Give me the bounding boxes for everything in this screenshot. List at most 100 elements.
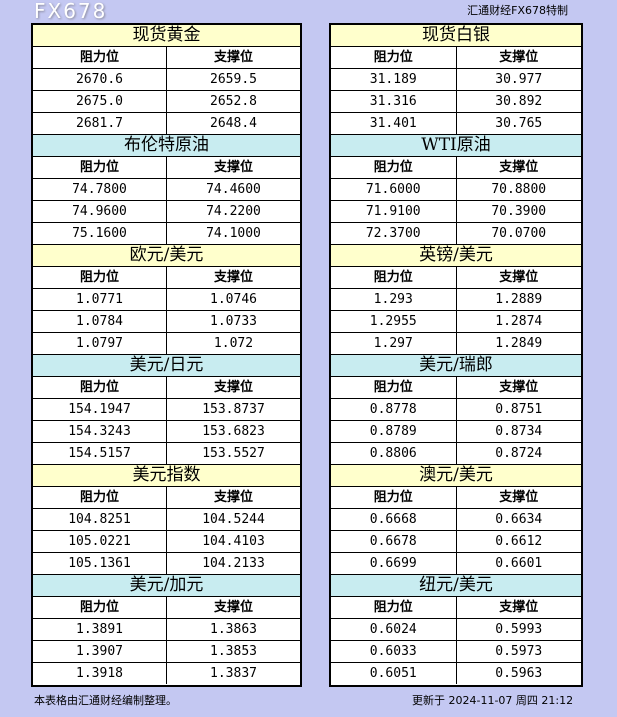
resistance-value: 2681.7 bbox=[76, 116, 123, 131]
header-row: 阻力位 支撑位 bbox=[331, 487, 581, 509]
resistance-value: 1.297 bbox=[373, 336, 413, 351]
resistance-value: 104.8251 bbox=[68, 512, 131, 527]
support-value: 1.3853 bbox=[166, 641, 300, 662]
section-title-row: 英镑/美元 bbox=[331, 245, 581, 267]
support-value: 0.8751 bbox=[455, 399, 582, 420]
support-value: 30.765 bbox=[455, 113, 582, 134]
support-header: 支撑位 bbox=[166, 487, 300, 508]
resistance-value: 0.6699 bbox=[369, 556, 417, 571]
support-value: 1.2874 bbox=[455, 311, 582, 332]
support-header: 支撑位 bbox=[455, 47, 582, 68]
header-row: 阻力位 支撑位 bbox=[33, 157, 300, 179]
table-row: 1.3918 1.3837 bbox=[33, 663, 300, 685]
resistance-header: 阻力位 bbox=[373, 50, 413, 65]
table-row: 104.8251 104.5244 bbox=[33, 509, 300, 531]
table-row: 0.6033 0.5973 bbox=[331, 641, 581, 663]
table-row: 71.6000 70.8800 bbox=[331, 179, 581, 201]
resistance-header: 阻力位 bbox=[79, 490, 119, 505]
table-row: 31.316 30.892 bbox=[331, 91, 581, 113]
support-value: 153.6823 bbox=[166, 421, 300, 442]
resistance-value: 0.6678 bbox=[369, 534, 417, 549]
table-row: 0.6051 0.5963 bbox=[331, 663, 581, 685]
resistance-header: 阻力位 bbox=[373, 270, 413, 285]
section-title-row: 澳元/美元 bbox=[331, 465, 581, 487]
header-row: 阻力位 支撑位 bbox=[331, 157, 581, 179]
support-value: 30.892 bbox=[455, 91, 582, 112]
table-row: 0.6668 0.6634 bbox=[331, 509, 581, 531]
support-header: 支撑位 bbox=[166, 157, 300, 178]
support-header: 支撑位 bbox=[166, 267, 300, 288]
section-left-0: 现货黄金 阻力位 支撑位 2670.6 2659.5 2675.0 2652.8 2681.7… bbox=[33, 25, 300, 135]
header-row: 阻力位 支撑位 bbox=[33, 377, 300, 399]
resistance-value: 1.3891 bbox=[76, 622, 123, 637]
table-row: 71.9100 70.3900 bbox=[331, 201, 581, 223]
table-row: 2681.7 2648.4 bbox=[33, 113, 300, 135]
support-value: 0.6612 bbox=[455, 531, 582, 552]
section-title: 美元/日元 bbox=[33, 355, 300, 376]
resistance-value: 1.3918 bbox=[76, 666, 123, 681]
support-value: 30.977 bbox=[455, 69, 582, 90]
section-title-row: 美元/加元 bbox=[33, 575, 300, 597]
support-value: 104.5244 bbox=[166, 509, 300, 530]
resistance-value: 72.3700 bbox=[365, 226, 421, 241]
resistance-value: 1.2955 bbox=[369, 314, 417, 329]
support-value: 0.6601 bbox=[455, 553, 582, 574]
support-value: 2648.4 bbox=[166, 113, 300, 134]
resistance-value: 0.6024 bbox=[369, 622, 417, 637]
support-value: 1.3863 bbox=[166, 619, 300, 640]
table-row: 74.7800 74.4600 bbox=[33, 179, 300, 201]
support-value: 104.4103 bbox=[166, 531, 300, 552]
resistance-header: 阻力位 bbox=[373, 490, 413, 505]
support-value: 0.8724 bbox=[455, 443, 582, 464]
support-value: 2652.8 bbox=[166, 91, 300, 112]
header-row: 阻力位 支撑位 bbox=[331, 597, 581, 619]
support-value: 74.2200 bbox=[166, 201, 300, 222]
table-row: 154.5157 153.5527 bbox=[33, 443, 300, 465]
table-row: 0.6024 0.5993 bbox=[331, 619, 581, 641]
resistance-value: 1.0771 bbox=[76, 292, 123, 307]
table-row: 31.401 30.765 bbox=[331, 113, 581, 135]
update-time: 更新于 2024-11-07 周四 21:12 bbox=[412, 694, 574, 707]
support-header: 支撑位 bbox=[455, 157, 582, 178]
watermark-logo: FX678 bbox=[34, 0, 108, 23]
section-right-1: WTI原油 阻力位 支撑位 71.6000 70.8800 71.9100 70.3900 7… bbox=[331, 135, 581, 245]
support-value: 0.6634 bbox=[455, 509, 582, 530]
resistance-value: 0.8806 bbox=[369, 446, 417, 461]
resistance-header: 阻力位 bbox=[79, 50, 119, 65]
table-row: 1.0784 1.0733 bbox=[33, 311, 300, 333]
resistance-value: 2675.0 bbox=[76, 94, 123, 109]
support-value: 0.8734 bbox=[455, 421, 582, 442]
header-row: 阻力位 支撑位 bbox=[331, 267, 581, 289]
resistance-value: 1.293 bbox=[373, 292, 413, 307]
section-title: 美元/加元 bbox=[33, 575, 300, 596]
support-value: 1.072 bbox=[166, 333, 300, 354]
section-title: 英镑/美元 bbox=[331, 245, 581, 266]
support-header: 支撑位 bbox=[166, 47, 300, 68]
support-value: 2659.5 bbox=[166, 69, 300, 90]
support-header: 支撑位 bbox=[455, 377, 582, 398]
support-header: 支撑位 bbox=[166, 597, 300, 618]
resistance-value: 1.0784 bbox=[76, 314, 123, 329]
resistance-header: 阻力位 bbox=[373, 380, 413, 395]
resistance-header: 阻力位 bbox=[79, 380, 119, 395]
table-row: 2670.6 2659.5 bbox=[33, 69, 300, 91]
support-header: 支撑位 bbox=[455, 487, 582, 508]
support-value: 70.0700 bbox=[455, 223, 582, 244]
table-row: 1.3891 1.3863 bbox=[33, 619, 300, 641]
section-title: 布伦特原油 bbox=[33, 135, 300, 156]
resistance-header: 阻力位 bbox=[79, 160, 119, 175]
support-value: 153.5527 bbox=[166, 443, 300, 464]
resistance-value: 71.9100 bbox=[365, 204, 421, 219]
header-row: 阻力位 支撑位 bbox=[33, 267, 300, 289]
table-row: 0.8778 0.8751 bbox=[331, 399, 581, 421]
table-row: 31.189 30.977 bbox=[331, 69, 581, 91]
support-value: 104.2133 bbox=[166, 553, 300, 574]
support-value: 1.3837 bbox=[166, 663, 300, 684]
resistance-value: 105.1361 bbox=[68, 556, 131, 571]
header-row: 阻力位 支撑位 bbox=[33, 47, 300, 69]
resistance-value: 75.1600 bbox=[72, 226, 127, 241]
section-left-5: 美元/加元 阻力位 支撑位 1.3891 1.3863 1.3907 1.3853 1.391… bbox=[33, 575, 300, 685]
section-title-row: WTI原油 bbox=[331, 135, 581, 157]
support-header: 支撑位 bbox=[455, 597, 582, 618]
table-row: 0.6699 0.6601 bbox=[331, 553, 581, 575]
